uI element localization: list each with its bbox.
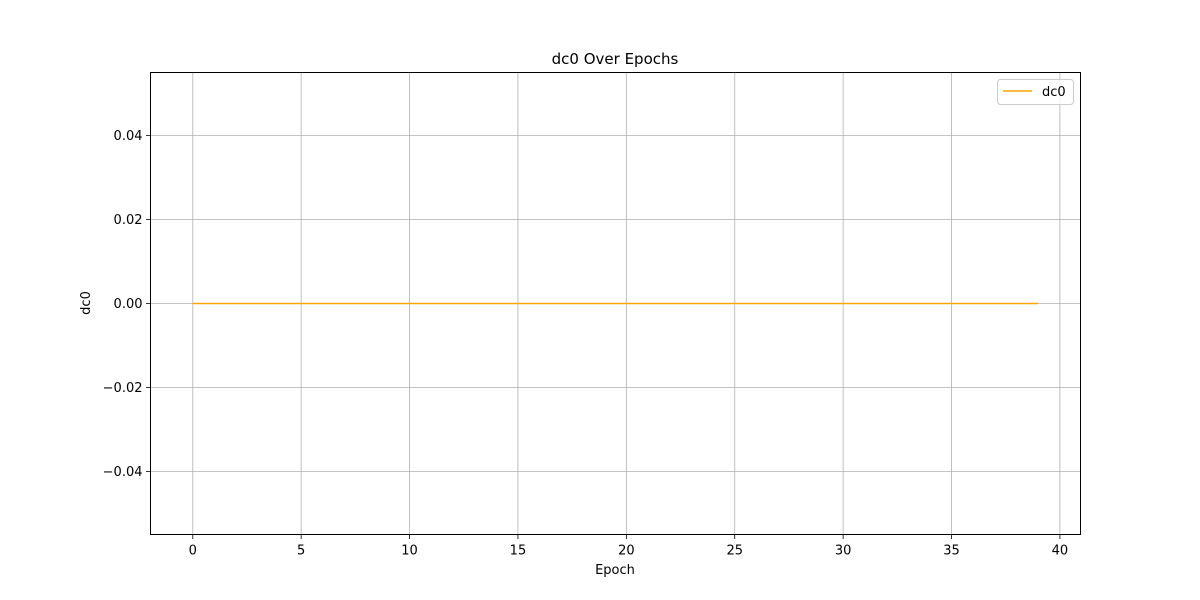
y-axis-ticks: −0.04 −0.02 0.00 0.02 0.04 xyxy=(103,129,151,480)
x-tick-label: 35 xyxy=(943,544,960,559)
x-tick-label: 25 xyxy=(726,544,743,559)
x-tick-label: 15 xyxy=(510,544,527,559)
x-tick-label: 40 xyxy=(1052,544,1069,559)
x-axis-ticks: 0 5 10 15 20 25 30 35 40 xyxy=(189,534,1069,559)
y-tick-label: 0.04 xyxy=(114,129,143,144)
chart-title: dc0 Over Epochs xyxy=(552,50,679,68)
y-tick-label: 0.00 xyxy=(114,297,143,312)
x-tick-label: 10 xyxy=(401,544,418,559)
legend: dc0 xyxy=(997,79,1074,105)
legend-box xyxy=(997,79,1074,105)
x-tick-label: 20 xyxy=(618,544,635,559)
y-tick-label: 0.02 xyxy=(114,213,143,228)
x-tick-label: 5 xyxy=(297,544,305,559)
legend-label-dc0: dc0 xyxy=(1042,85,1066,100)
x-tick-label: 0 xyxy=(189,544,197,559)
x-tick-label: 30 xyxy=(835,544,852,559)
x-axis-label: Epoch xyxy=(595,563,635,578)
y-axis-label: dc0 xyxy=(79,291,94,315)
y-tick-label: −0.02 xyxy=(103,381,143,396)
y-tick-label: −0.04 xyxy=(103,465,143,480)
